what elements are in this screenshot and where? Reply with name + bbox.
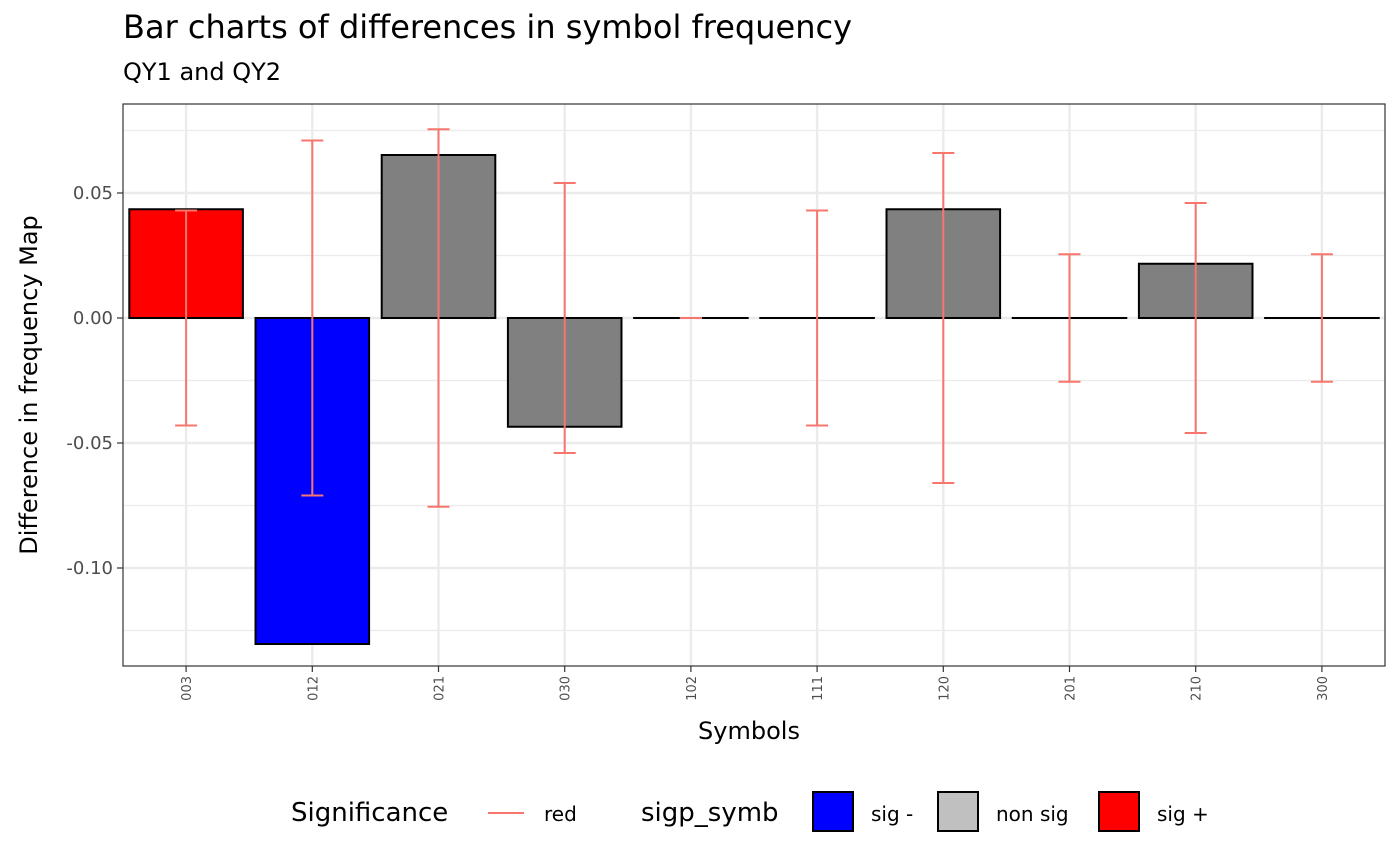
chart-title: Bar charts of differences in symbol freq…	[123, 8, 852, 46]
legend: Significance red sigp_symb sig - non sig…	[0, 790, 1400, 838]
x-tick-label: 210	[1190, 676, 1205, 701]
x-tick-label: 030	[559, 676, 574, 701]
y-tick-label: -0.10	[66, 558, 113, 579]
legend-label-sig-minus: sig -	[871, 802, 914, 826]
y-tick-label: 0.05	[73, 183, 113, 204]
legend-title-sigp-symb: sigp_symb	[641, 798, 779, 828]
error-bar-120	[932, 152, 955, 484]
x-axis-ticks: 003 012 021 030 102 111 120 201 210 300	[180, 666, 1331, 701]
chart-subtitle: QY1 and QY2	[123, 58, 282, 86]
error-bars	[175, 128, 1333, 508]
error-bar-003	[175, 209, 198, 427]
error-bar-300	[1310, 253, 1333, 383]
error-bar-030	[553, 182, 576, 454]
x-tick-label: 012	[306, 676, 321, 701]
legend-label-sig-plus: sig +	[1157, 802, 1209, 826]
x-tick-label: 111	[811, 676, 826, 701]
legend-key-red-line	[488, 812, 524, 814]
x-tick-label: 300	[1316, 676, 1331, 701]
error-bar-012	[301, 139, 324, 497]
error-bar-021	[427, 128, 450, 508]
legend-label-non-sig: non sig	[996, 802, 1069, 826]
error-bar-111	[806, 209, 829, 427]
legend-key-sig-minus	[812, 791, 854, 832]
error-bar-210	[1184, 202, 1207, 434]
y-tick-label: 0.00	[73, 308, 113, 329]
legend-title-significance: Significance	[291, 798, 449, 828]
x-tick-label: 003	[180, 676, 195, 701]
y-axis-ticks: 0.05 0.00 -0.05 -0.10	[66, 183, 123, 579]
legend-key-sig-plus	[1098, 791, 1140, 832]
x-tick-label: 120	[937, 676, 952, 701]
legend-label-red: red	[544, 802, 577, 826]
x-tick-label: 201	[1064, 676, 1079, 701]
panel-border	[122, 103, 1386, 667]
x-axis-title: Symbols	[698, 717, 800, 745]
y-tick-label: -0.05	[66, 433, 113, 454]
x-tick-label: 102	[685, 676, 700, 701]
error-bar-201	[1058, 253, 1081, 383]
legend-key-non-sig	[937, 791, 979, 832]
panel-frame	[122, 103, 1386, 667]
x-tick-label: 021	[433, 676, 448, 701]
y-axis-title: Difference in frequency Map	[15, 215, 43, 555]
